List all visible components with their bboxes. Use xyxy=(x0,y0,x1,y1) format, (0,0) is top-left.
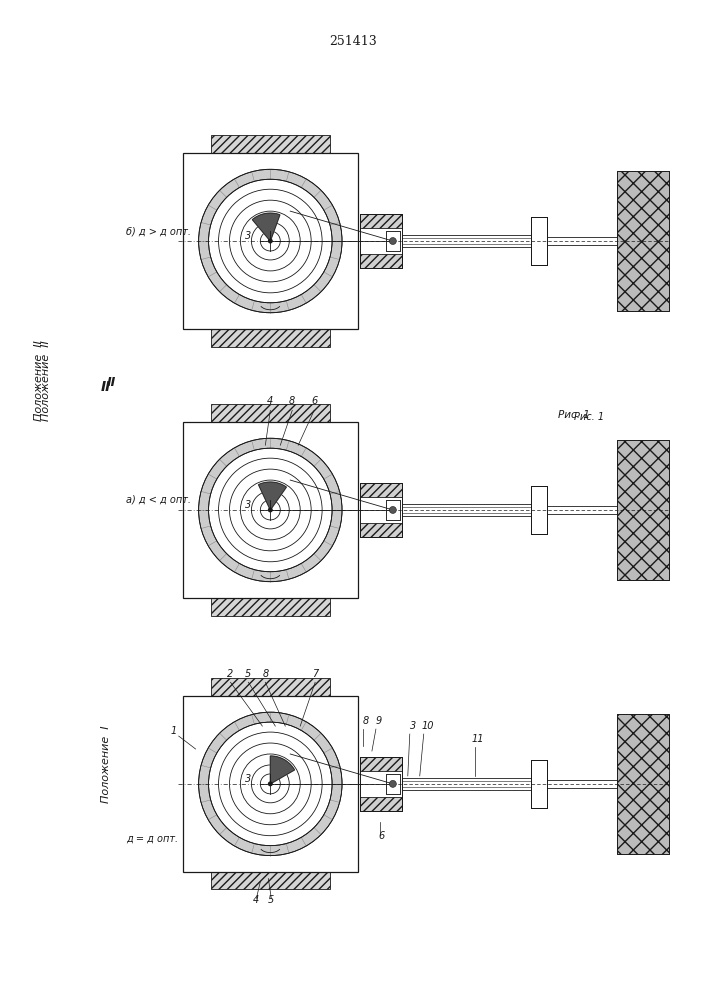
Circle shape xyxy=(209,722,332,846)
Text: 2: 2 xyxy=(228,669,233,679)
Text: 9: 9 xyxy=(376,716,382,726)
Text: д = д опт.: д = д опт. xyxy=(126,834,178,844)
Text: Положение  II: Положение II xyxy=(34,340,45,421)
Circle shape xyxy=(390,506,397,513)
Text: Рис. 1: Рис. 1 xyxy=(574,412,604,422)
Text: 10: 10 xyxy=(422,721,434,731)
Text: Рис. 1: Рис. 1 xyxy=(559,410,590,420)
Polygon shape xyxy=(531,486,547,534)
Polygon shape xyxy=(360,214,402,228)
Text: 7: 7 xyxy=(312,669,318,679)
Polygon shape xyxy=(547,506,617,514)
Text: 8: 8 xyxy=(289,396,296,406)
Polygon shape xyxy=(211,872,330,889)
Polygon shape xyxy=(386,231,400,251)
Circle shape xyxy=(209,179,332,303)
Circle shape xyxy=(268,507,273,512)
Polygon shape xyxy=(211,404,330,422)
Polygon shape xyxy=(617,171,669,311)
Polygon shape xyxy=(547,780,617,788)
Polygon shape xyxy=(182,696,358,872)
Polygon shape xyxy=(531,486,547,534)
Polygon shape xyxy=(360,757,402,771)
Text: б) д > д опт.: б) д > д опт. xyxy=(126,226,191,236)
Polygon shape xyxy=(531,760,547,808)
Text: II: II xyxy=(101,380,111,394)
Polygon shape xyxy=(402,235,531,247)
Circle shape xyxy=(268,781,273,786)
Polygon shape xyxy=(211,135,330,153)
Text: II: II xyxy=(106,376,115,389)
Circle shape xyxy=(209,448,332,572)
Text: 11: 11 xyxy=(472,734,484,744)
Polygon shape xyxy=(386,774,400,794)
Polygon shape xyxy=(386,231,400,251)
Text: 4: 4 xyxy=(267,396,274,406)
Polygon shape xyxy=(386,500,400,520)
Polygon shape xyxy=(182,422,358,598)
Polygon shape xyxy=(402,504,531,516)
Polygon shape xyxy=(402,778,531,790)
Polygon shape xyxy=(531,217,547,265)
Text: Положение  I: Положение I xyxy=(101,725,111,803)
Text: 8: 8 xyxy=(262,669,269,679)
Polygon shape xyxy=(531,217,547,265)
Text: 251413: 251413 xyxy=(329,35,378,48)
Circle shape xyxy=(199,169,342,313)
Text: 6: 6 xyxy=(378,831,384,841)
Circle shape xyxy=(199,712,342,856)
Circle shape xyxy=(390,780,397,787)
Text: а) д < д опт.: а) д < д опт. xyxy=(126,495,191,505)
Text: Положение  II: Положение II xyxy=(41,340,51,421)
Polygon shape xyxy=(252,213,280,241)
Polygon shape xyxy=(182,153,358,329)
Text: 8: 8 xyxy=(363,716,369,726)
Circle shape xyxy=(268,239,273,244)
Polygon shape xyxy=(617,440,669,580)
Polygon shape xyxy=(360,254,402,268)
Text: 4: 4 xyxy=(252,895,259,905)
Text: 5: 5 xyxy=(267,895,274,905)
Polygon shape xyxy=(531,760,547,808)
Polygon shape xyxy=(211,329,330,347)
Polygon shape xyxy=(617,714,669,854)
Polygon shape xyxy=(270,756,295,784)
Polygon shape xyxy=(360,523,402,537)
Polygon shape xyxy=(547,237,617,245)
Polygon shape xyxy=(360,483,402,497)
Text: 3: 3 xyxy=(245,774,252,784)
Polygon shape xyxy=(211,598,330,616)
Circle shape xyxy=(199,438,342,582)
Text: 1: 1 xyxy=(170,726,177,736)
Text: 3: 3 xyxy=(410,721,416,731)
Polygon shape xyxy=(360,797,402,811)
Polygon shape xyxy=(386,500,400,520)
Polygon shape xyxy=(386,774,400,794)
Text: 6: 6 xyxy=(311,396,317,406)
Text: 3: 3 xyxy=(245,500,252,510)
Text: 5: 5 xyxy=(245,669,252,679)
Polygon shape xyxy=(259,482,286,510)
Polygon shape xyxy=(211,678,330,696)
Text: 3: 3 xyxy=(245,231,252,241)
Circle shape xyxy=(390,238,397,245)
